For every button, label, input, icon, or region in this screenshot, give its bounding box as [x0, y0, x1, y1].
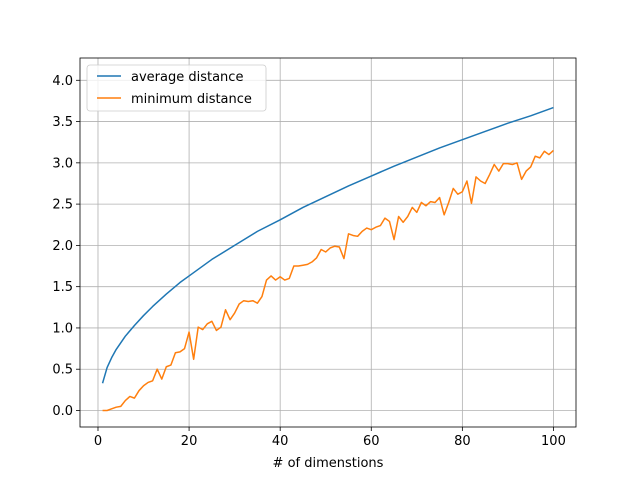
series-layer: [101, 106, 554, 412]
x-tick-label: 60: [363, 434, 380, 449]
y-tick-label: 2.0: [52, 239, 73, 254]
y-tick-label: 3.0: [52, 156, 73, 171]
x-tick-label: 0: [94, 434, 102, 449]
x-axis-label: # of dimenstions: [273, 456, 384, 471]
plot-frame: [79, 57, 577, 428]
series-line-minimum-distance: [102, 149, 554, 412]
series-line-average-distance: [101, 106, 554, 384]
y-tick-label: 1.5: [52, 280, 73, 295]
legend-label-minimum-distance: minimum distance: [131, 92, 252, 107]
y-tick-label: 0.5: [52, 363, 73, 378]
y-tick-label: 2.5: [52, 198, 73, 213]
x-tick-label: 100: [541, 434, 566, 449]
y-tick-label: 4.0: [52, 74, 73, 89]
legend-box: [86, 64, 267, 112]
y-tick-label: 3.5: [52, 115, 73, 130]
y-tick-label: 1.0: [52, 321, 73, 336]
axis-ticks: 0 20 40 60 80 100 0.0 0.5 1.0 1.5 2.0 2.5 3.0 3.5 4.0: [52, 74, 566, 449]
x-tick-label: 20: [181, 434, 198, 449]
grid-lines: [80, 58, 576, 427]
x-tick-label: 80: [454, 434, 471, 449]
legend: average distance minimum distance: [86, 64, 267, 112]
x-tick-label: 40: [272, 434, 289, 449]
y-tick-label: 0.0: [52, 404, 73, 419]
legend-label-average-distance: average distance: [131, 70, 243, 85]
